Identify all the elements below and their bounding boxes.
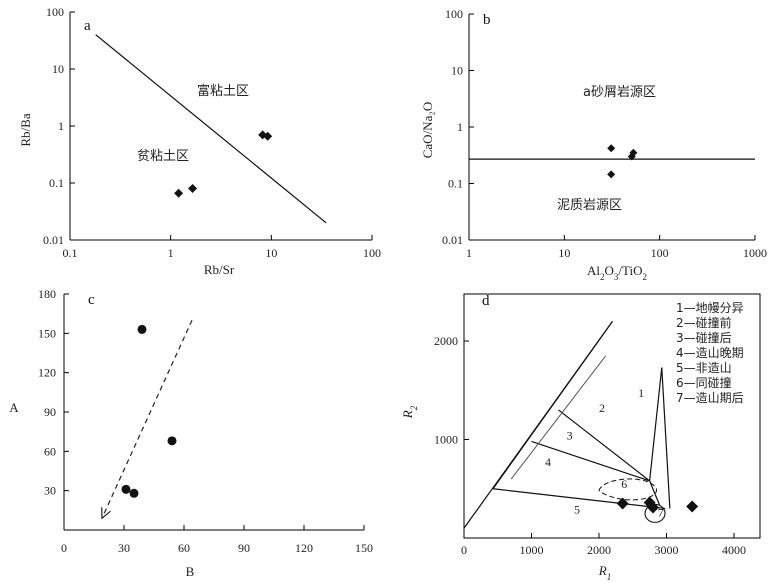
field-number: 5 [574,502,580,516]
field-number: 1 [638,386,644,400]
x-tick-label: 120 [295,541,313,555]
x-tick-label: 1 [168,246,174,260]
classification-line [492,488,666,510]
field-number: 7 [658,505,664,519]
y-tick-label: 0.1 [49,176,64,190]
legend-entry: 2—碰撞前 [676,315,732,330]
x-axis-label: R1 [598,563,611,582]
data-point [167,436,177,446]
data-point [121,484,131,494]
legend-entry: 3—碰撞后 [676,330,732,345]
zone-label: a砂屑岩源区 [583,85,656,100]
x-axis-label: Rb/Sr [204,262,235,277]
field-number: 3 [567,429,573,443]
y-axis-label: Rb/Ba [18,113,33,146]
zone-label: 泥质岩源区 [557,198,622,213]
data-point [137,324,147,334]
data-point [188,184,198,194]
classification-line [492,320,613,490]
legend-entry: 4—造山晚期 [676,346,744,360]
zone-label: 贫粘土区 [137,148,189,164]
x-tick-label: 100 [363,246,381,260]
y-tick-label: 0.1 [448,177,463,191]
classification-line [649,367,663,481]
y-tick-label: 150 [38,326,56,340]
panel-c: 0 30 60 90 120 150 180 150 120 90 60 30 c B A [9,287,373,579]
zone-label: 富粘土区 [197,83,249,99]
y-tick-label: 90 [44,405,56,419]
y-tick-label: 100 [46,5,64,19]
data-point [607,144,616,153]
plot-frame [463,293,761,539]
x-tick-label: 100 [651,246,669,260]
x-axis-label: B [186,564,195,579]
data-point [616,497,629,510]
data-point [607,170,616,179]
panel-label: b [483,12,491,28]
x-tick-label: 3000 [655,543,679,557]
x-tick-label: 10 [558,246,570,260]
panel-label: d [482,293,490,309]
classification-line-inner [510,355,607,480]
classification-line [649,480,661,506]
x-tick-label: 1 [466,246,472,260]
x-tick-label: 0 [61,541,67,555]
y-tick-label: 1 [58,119,64,133]
x-tick-label: 60 [178,541,190,555]
x-tick-label: 2000 [587,543,611,557]
x-tick-label: 10 [265,246,277,260]
x-tick-label: 0 [461,543,467,557]
data-point [174,188,184,198]
data-point [686,500,699,513]
boundary-line [95,34,327,224]
classification-line [661,367,671,509]
y-tick-label: 10 [52,62,64,76]
x-tick-label: 1000 [520,543,544,557]
x-axis-label: Al2O3/TiO2 [587,263,647,282]
x-tick-label: 1000 [743,246,767,260]
classification-line [531,440,650,482]
x-tick-label: 4000 [722,543,746,557]
trend-arrow-head [101,507,111,520]
x-tick-label: 150 [355,541,373,555]
field-number: 2 [599,401,605,415]
y-tick-label: 180 [38,287,56,301]
x-tick-label: 30 [118,541,130,555]
field-number: 6 [621,477,627,491]
panel-label: a [84,18,91,34]
y-axis-label: A [9,400,19,415]
panel-a: 0.1 1 10 1001001010.10.01a富粘土区贫粘土区Rb/SrRb/B… [18,5,381,277]
classification-line [558,409,650,482]
y-axis-label: R2 [400,405,419,419]
legend-entry: 5—非造山 [676,361,732,375]
y-axis-label: CaO/Na₂O [420,102,435,159]
y-tick-label: 0.01 [43,233,64,247]
data-point [263,131,273,141]
y-tick-label: 1000 [434,433,458,447]
data-point [629,148,638,157]
y-tick-label: 0.01 [442,233,463,247]
x-tick-label: 90 [238,541,250,555]
data-point [647,501,659,514]
field-number: 4 [545,455,551,469]
y-tick-label: 30 [44,484,56,498]
data-point [129,488,139,498]
legend-entry: 6—同碰撞 [676,375,732,390]
y-tick-label: 100 [445,7,463,21]
x-tick-label: 0.1 [63,246,78,260]
panel-d: 0 1000 2000 3000 4000 2000 1000 1 2 3 4 5 6 7 d 1—地幔分异2… [400,293,761,582]
legend-entry: 7—造山期后 [676,391,744,405]
y-tick-label: 120 [38,366,56,380]
y-tick-label: 60 [44,444,56,458]
panel-label: c [88,292,95,308]
y-tick-label: 1 [457,120,463,134]
field-6-outline [598,478,657,501]
trend-arrow-line [101,319,193,519]
y-tick-label: 10 [451,64,463,78]
legend-entry: 1—地幔分异 [676,300,744,315]
y-tick-label: 2000 [434,334,458,348]
